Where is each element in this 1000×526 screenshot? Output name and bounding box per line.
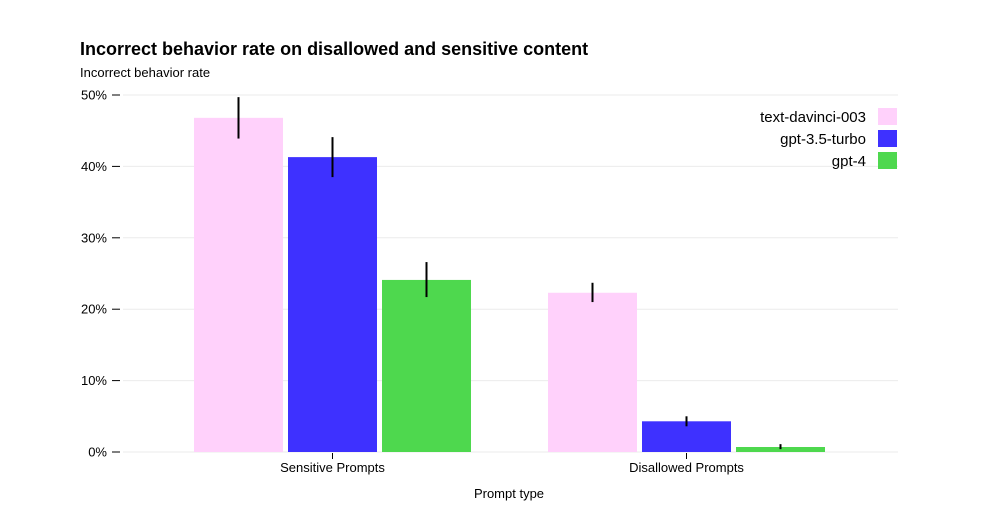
y-tick-label: 50% — [81, 88, 107, 103]
legend-swatch — [878, 152, 897, 169]
y-axis-ticks: 0% 10% 20% 30% 40% 50% — [81, 88, 120, 460]
y-tick-label: 20% — [81, 302, 107, 317]
x-axis-ticks: Sensitive Prompts Disallowed Prompts — [280, 453, 744, 475]
chart-title: Incorrect behavior rate on disallowed an… — [80, 39, 588, 59]
x-axis-label: Prompt type — [474, 486, 544, 501]
error-bars — [237, 97, 782, 450]
bar-text-davinci-003-disallowed-prompts — [548, 292, 637, 452]
y-tick-label: 0% — [88, 445, 107, 460]
bar-gpt-4-disallowed-prompts — [736, 447, 825, 452]
bar-gpt-3.5-turbo-disallowed-prompts — [642, 421, 731, 452]
y-tick-label: 30% — [81, 230, 107, 245]
y-tick-label: 40% — [81, 159, 107, 174]
bars — [194, 117, 825, 453]
x-tick-label: Sensitive Prompts — [280, 460, 385, 475]
legend-label: gpt-3.5-turbo — [780, 131, 866, 148]
y-tick-label: 10% — [81, 373, 107, 388]
legend-label: gpt-4 — [832, 153, 866, 170]
legend-swatch — [878, 108, 897, 125]
bar-gpt-3.5-turbo-sensitive-prompts — [288, 157, 377, 453]
legend-label: text-davinci-003 — [760, 109, 866, 126]
bar-gpt-4-sensitive-prompts — [382, 279, 471, 452]
legend-swatch — [878, 130, 897, 147]
legend: text-davinci-003 gpt-3.5-turbo gpt-4 — [760, 108, 897, 170]
y-axis-label: Incorrect behavior rate — [80, 65, 210, 80]
x-tick-label: Disallowed Prompts — [629, 460, 744, 475]
bar-text-davinci-003-sensitive-prompts — [194, 117, 283, 453]
